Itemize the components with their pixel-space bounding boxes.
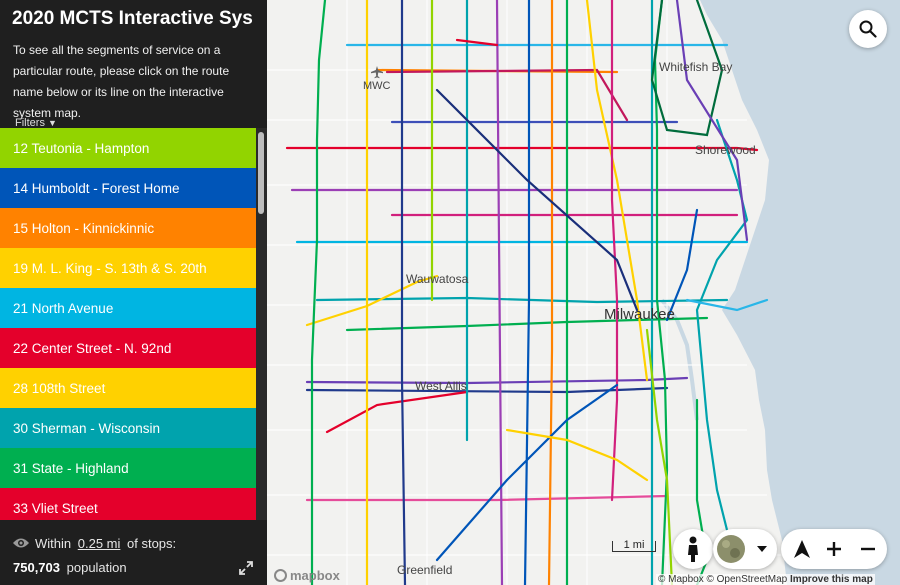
sidebar: 2020 MCTS Interactive Sys To see all the…	[0, 0, 267, 585]
place-label-shorewood: Shorewood	[695, 143, 756, 157]
route-item[interactable]: 14 Humboldt - Forest Home	[0, 168, 256, 208]
transit-routes	[285, 0, 769, 585]
route-line-cyan-short	[685, 298, 769, 312]
lake-michigan	[700, 0, 900, 585]
chevron-down-icon	[757, 546, 767, 552]
route-item-label: 31 State - Highland	[13, 460, 129, 476]
north-arrow-icon	[794, 540, 810, 558]
route-line-red-short	[455, 38, 499, 47]
route-line-blue-diag	[435, 383, 619, 562]
within-prefix: Within	[35, 536, 72, 551]
basemap-thumbnail-icon	[717, 535, 767, 563]
route-line-darkgreen-lake	[650, 0, 724, 137]
map-canvas[interactable]	[267, 0, 900, 585]
attribution-text[interactable]: © Mapbox © OpenStreetMap	[658, 574, 788, 585]
route-line-red-north	[285, 146, 759, 152]
route-line-green-ns1	[310, 0, 327, 585]
map-navigation-controls	[781, 529, 887, 569]
airport-icon	[371, 66, 383, 79]
route-item-label: 21 North Avenue	[13, 300, 114, 316]
route-line-purple-ns	[495, 0, 504, 585]
route-item[interactable]: 30 Sherman - Wisconsin	[0, 408, 256, 448]
route-line-magenta-ns	[610, 0, 619, 502]
route-line-darkblue-ns	[400, 0, 407, 585]
scale-label: 1 mi	[623, 539, 645, 551]
population-label: population	[66, 560, 127, 575]
zoom-out-button[interactable]	[851, 529, 885, 569]
river	[660, 298, 699, 421]
eye-icon	[13, 538, 29, 548]
map-attribution: © Mapbox © OpenStreetMap Improve this ma…	[656, 574, 875, 585]
route-item-label: 19 M. L. King - S. 13th & S. 20th	[13, 260, 207, 276]
minus-icon	[861, 547, 875, 551]
route-item[interactable]: 12 Teutonia - Hampton	[0, 128, 256, 168]
within-suffix: of stops:	[127, 536, 177, 551]
expand-icon[interactable]	[238, 560, 254, 576]
coverage-stats: Within 0.25 mi of stops: 750,703 populat…	[0, 520, 267, 585]
route-line-yellow-ns2	[585, 0, 649, 382]
route-item[interactable]: 21 North Avenue	[0, 288, 256, 328]
route-item-label: 33 Vliet Street	[13, 500, 98, 516]
search-icon	[859, 20, 877, 38]
filters-label: Filters	[15, 117, 45, 129]
within-distance-text: Within 0.25 mi of stops:	[35, 536, 176, 551]
route-line-orange-ns	[547, 0, 554, 585]
place-label-mwc: MWC	[363, 80, 391, 92]
place-label-whitefish-bay: Whitefish Bay	[659, 60, 733, 74]
scrollbar-thumb[interactable]	[258, 132, 264, 214]
mapbox-logo[interactable]: mapbox	[274, 568, 340, 583]
place-label-milwaukee: Milwaukee	[604, 306, 675, 323]
route-list: 12 Teutonia - Hampton 14 Humboldt - Fores…	[0, 128, 256, 520]
place-label-greenfield: Greenfield	[397, 563, 453, 577]
route-item[interactable]: 33 Vliet Street	[0, 488, 256, 520]
mapbox-logo-text: mapbox	[290, 568, 340, 583]
zoom-in-button[interactable]	[817, 529, 851, 569]
route-line-purple-lake	[675, 0, 749, 242]
route-list-scrollbar[interactable]	[256, 128, 267, 520]
map-view[interactable]: Whitefish Bay Shorewood MWC Wauwatosa Mi…	[267, 0, 900, 585]
route-line-teal-ew	[315, 296, 729, 304]
filters-toggle[interactable]: Filters ▼	[15, 117, 57, 129]
route-item[interactable]: 19 M. L. King - S. 13th & S. 20th	[0, 248, 256, 288]
population-text: 750,703 population	[13, 560, 127, 575]
route-item-label: 30 Sherman - Wisconsin	[13, 420, 161, 436]
route-item-label: 12 Teutonia - Hampton	[13, 140, 150, 156]
route-line-pink-ew	[305, 494, 669, 502]
basemap-switcher[interactable]	[713, 529, 777, 569]
map-search-button[interactable]	[849, 10, 887, 48]
route-line-purple-ew2	[305, 376, 689, 385]
sidebar-description: To see all the segments of service on a …	[13, 43, 230, 120]
route-line-magenta-ne	[385, 68, 629, 122]
route-item-label: 14 Humboldt - Forest Home	[13, 180, 180, 196]
route-item[interactable]: 22 Center Street - N. 92nd	[0, 328, 256, 368]
plus-icon	[827, 542, 841, 556]
route-item[interactable]: 15 Holton - Kinnickinnic	[0, 208, 256, 248]
route-line-yellow-south	[505, 428, 649, 482]
person-icon	[688, 536, 698, 562]
distance-selector[interactable]: 0.25 mi	[77, 536, 121, 551]
route-line-red-sw	[325, 390, 469, 434]
page-title: 2020 MCTS Interactive Sys	[12, 8, 253, 29]
place-label-wauwatosa: Wauwatosa	[406, 272, 469, 286]
route-item-label: 15 Holton - Kinnickinnic	[13, 220, 155, 236]
route-line-green-south	[695, 398, 709, 585]
improve-map-link[interactable]: Improve this map	[790, 574, 873, 585]
route-item[interactable]: 31 State - Highland	[0, 448, 256, 488]
population-value: 750,703	[13, 560, 60, 575]
mapbox-logo-icon	[274, 569, 287, 582]
compass-button[interactable]	[785, 529, 819, 569]
route-line-blue-ns	[523, 0, 531, 585]
scale-bar: 1 mi	[612, 539, 656, 552]
street-view-button[interactable]	[673, 529, 713, 569]
route-line-lime-south	[645, 328, 674, 585]
route-item-label: 22 Center Street - N. 92nd	[13, 340, 172, 356]
route-line-teal-lake	[695, 118, 749, 532]
route-line-blue-lake	[665, 208, 699, 322]
route-line-navy-diag	[435, 88, 639, 312]
route-item[interactable]: 28 108th Street	[0, 368, 256, 408]
route-line-yellow-sw	[305, 274, 439, 327]
place-label-west-allis: West Allis	[415, 379, 467, 393]
caret-down-icon: ▼	[47, 118, 57, 128]
route-item-label: 28 108th Street	[13, 380, 106, 396]
